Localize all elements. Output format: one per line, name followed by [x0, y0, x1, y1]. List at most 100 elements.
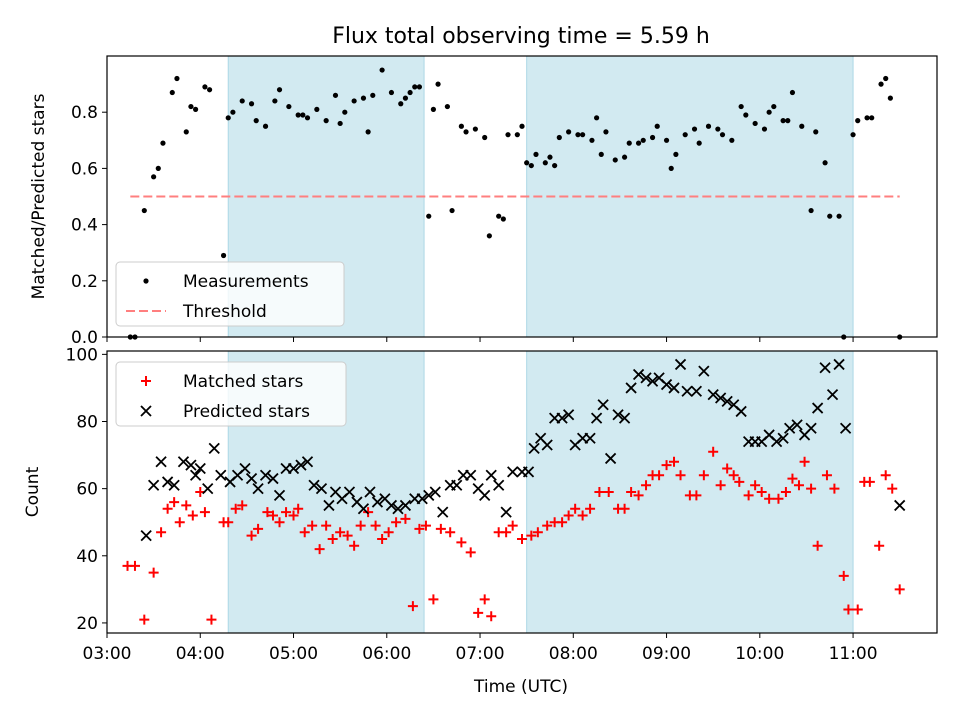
matched-star-point — [864, 476, 875, 487]
matched-star-point — [335, 527, 346, 538]
matched-star-point — [691, 490, 702, 501]
measurement-point — [435, 81, 441, 87]
predicted-star-point — [147, 479, 160, 491]
predicted-star-point — [308, 479, 320, 491]
measurement-point — [304, 115, 311, 121]
matched-star-point — [281, 507, 292, 518]
predicted-star-point — [485, 469, 497, 481]
predicted-star-point — [500, 506, 512, 518]
matched-star-point — [852, 604, 863, 615]
y-tick-label: 0.6 — [71, 159, 98, 179]
matched-star-point — [327, 534, 338, 544]
top-panel: 0.0 0.2 0.4 0.6 0.8 Matched/Predicted stars Me… — [29, 55, 938, 348]
measurement-point — [463, 129, 469, 135]
predicted-star-point — [140, 530, 152, 542]
predicted-star-point — [735, 405, 747, 418]
measurement-point — [514, 132, 520, 138]
matched-star-point — [838, 570, 849, 581]
predicted-star-point — [177, 456, 190, 468]
matched-star-point — [619, 503, 630, 514]
predicted-star-point — [660, 378, 673, 391]
measurement-point — [556, 134, 562, 141]
predicted-star-point — [784, 422, 796, 434]
measurement-point — [589, 137, 595, 143]
predicted-star-point — [215, 469, 227, 481]
measurement-point — [225, 115, 231, 121]
predicted-star-point — [267, 472, 279, 485]
predicted-star-point — [239, 462, 251, 475]
predicted-star-point — [811, 402, 824, 414]
measurement-point — [416, 84, 423, 90]
measurement-point — [407, 89, 413, 96]
matched-star-point — [793, 480, 804, 491]
matched-star-point — [517, 534, 527, 544]
matched-star-point — [400, 513, 411, 524]
matched-star-point — [799, 456, 810, 467]
y-tick-label: 60 — [76, 480, 98, 500]
predicted-star-point — [668, 382, 680, 394]
predicted-star-point — [429, 486, 441, 498]
measurement-point — [188, 103, 194, 110]
predicted-star-point — [252, 483, 264, 495]
matched-star-point — [456, 537, 467, 548]
matched-star-point — [363, 507, 374, 518]
matched-star-point — [262, 507, 273, 518]
measurement-point — [719, 132, 726, 138]
measurement-point — [524, 160, 530, 166]
matched-star-point — [156, 527, 167, 538]
measurement-point — [314, 106, 320, 112]
predicted-star-point — [698, 365, 710, 377]
predicted-star-point — [632, 368, 645, 381]
matched-star-point — [594, 487, 605, 497]
matched-star-point — [237, 500, 248, 511]
matched-star-point — [557, 517, 568, 528]
predicted-star-point — [161, 476, 174, 488]
matched-star-point — [162, 503, 173, 514]
predicted-star-point — [385, 499, 398, 512]
measurement-point — [206, 87, 213, 93]
matched-star-point — [532, 527, 543, 538]
predicted-star-point — [556, 412, 568, 424]
matched-star-point — [675, 470, 686, 481]
measurement-point — [752, 120, 758, 127]
legend-label: Measurements — [183, 272, 309, 292]
y-tick-label: 0.8 — [71, 103, 98, 123]
predicted-star-point — [646, 375, 659, 387]
matched-star-point — [486, 611, 497, 622]
matched-star-point — [307, 520, 318, 531]
matched-star-point — [626, 487, 637, 497]
matched-star-point — [314, 544, 325, 555]
x-tick-label: 11:00 — [829, 644, 878, 664]
predicted-star-point — [681, 385, 693, 397]
y-tick-label: 0.2 — [71, 272, 98, 292]
legend-label: Predicted stars — [183, 402, 310, 422]
matched-star-point — [377, 534, 388, 544]
measurement-point — [300, 112, 306, 118]
measurement-point — [248, 101, 255, 107]
predicted-star-point — [707, 389, 719, 401]
axes-frame — [106, 350, 938, 634]
predicted-star-point — [364, 486, 376, 498]
predicted-star-point — [721, 395, 733, 407]
predicted-star-point — [451, 479, 463, 491]
x-tick-label: 10:00 — [735, 644, 784, 664]
matched-star-point — [230, 503, 241, 514]
measurement-point — [612, 157, 618, 163]
matched-star-point — [787, 473, 798, 484]
predicted-star-point — [522, 466, 535, 478]
measurement-point — [519, 123, 525, 129]
matched-star-point — [199, 507, 210, 518]
predicted-star-point — [528, 442, 540, 454]
matched-star-point — [181, 500, 192, 511]
matched-star-point — [780, 487, 791, 497]
matched-star-point — [806, 483, 817, 494]
matched-star-point — [585, 503, 596, 514]
matched-star-point — [383, 527, 394, 538]
predicted-star-point — [715, 392, 727, 404]
predicted-star-point — [392, 503, 404, 515]
matched-star-point — [669, 456, 680, 467]
measurement-point — [594, 115, 600, 121]
predicted-star-point — [584, 432, 596, 444]
matched-star-point — [661, 460, 672, 471]
matched-star-point — [321, 520, 332, 531]
